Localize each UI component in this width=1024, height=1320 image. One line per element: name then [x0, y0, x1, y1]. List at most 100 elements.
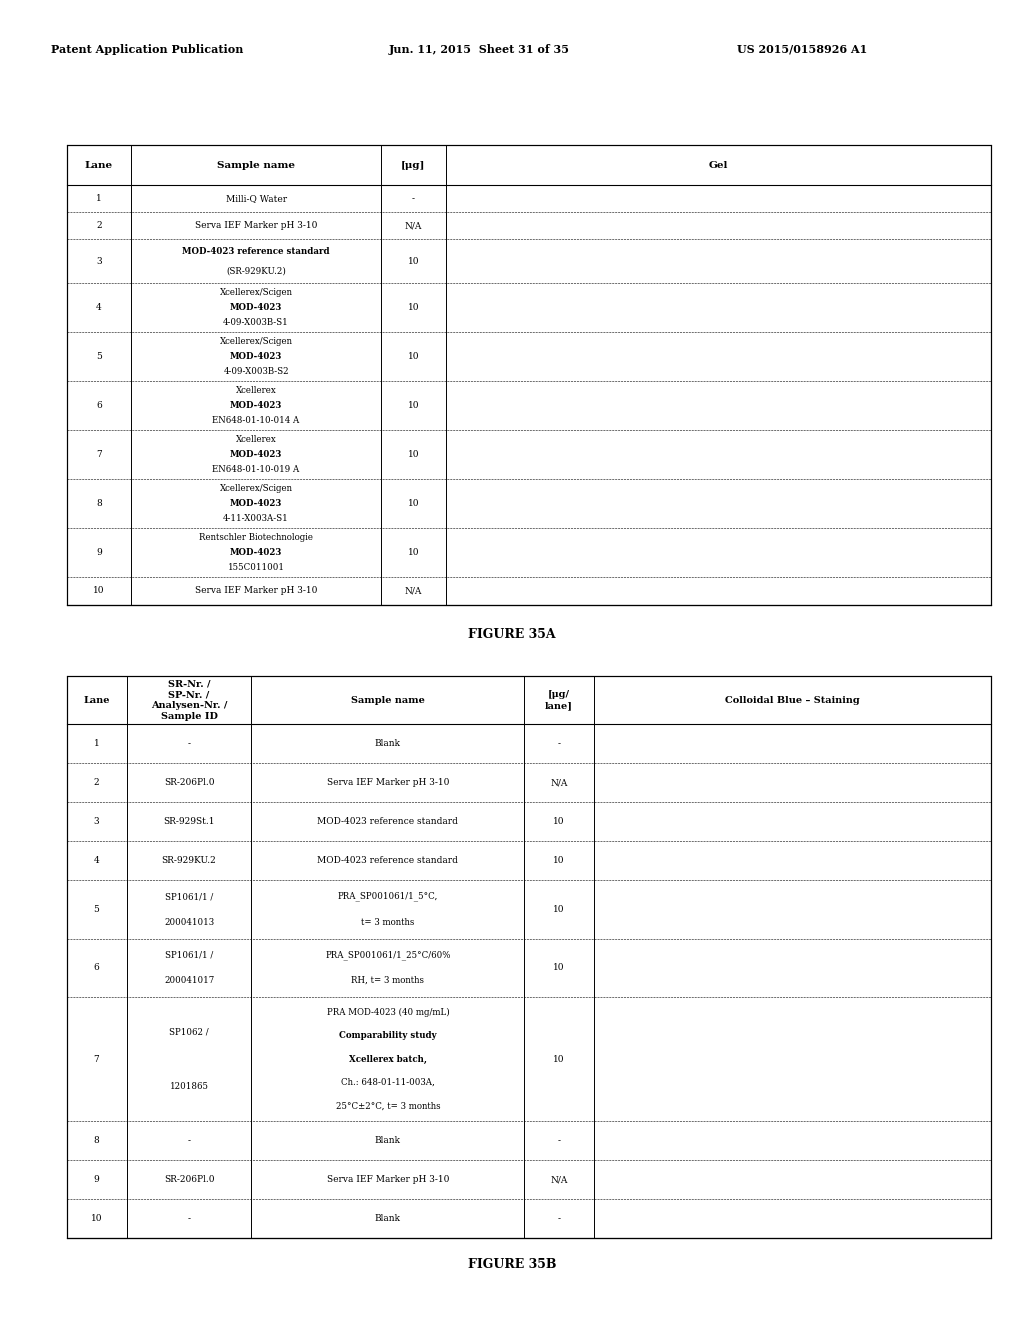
- Text: Lane: Lane: [83, 696, 110, 705]
- Text: MOD-4023: MOD-4023: [230, 352, 283, 362]
- Text: MOD-4023: MOD-4023: [230, 401, 283, 411]
- Text: Comparability study: Comparability study: [339, 1031, 436, 1040]
- Text: Rentschler Biotechnologie: Rentschler Biotechnologie: [199, 533, 313, 543]
- Text: 10: 10: [93, 586, 104, 595]
- Text: PRA_SP001061/1_5°C,: PRA_SP001061/1_5°C,: [338, 892, 438, 902]
- Text: Blank: Blank: [375, 739, 400, 748]
- Text: Xcellerex: Xcellerex: [236, 436, 276, 445]
- Text: MOD-4023: MOD-4023: [230, 450, 283, 459]
- Text: 10: 10: [553, 817, 564, 826]
- Text: 4-09-X003B-S2: 4-09-X003B-S2: [223, 367, 289, 376]
- Text: Sample name: Sample name: [217, 161, 295, 169]
- Text: (SR-929KU.2): (SR-929KU.2): [226, 267, 286, 275]
- Text: t= 3 months: t= 3 months: [361, 917, 415, 927]
- Text: 10: 10: [553, 904, 564, 913]
- Text: Sample name: Sample name: [351, 696, 425, 705]
- Text: 10: 10: [91, 1214, 102, 1224]
- Text: US 2015/0158926 A1: US 2015/0158926 A1: [737, 44, 867, 54]
- Text: N/A: N/A: [404, 586, 422, 595]
- Text: SP1062 /: SP1062 /: [169, 1027, 209, 1036]
- Text: N/A: N/A: [404, 222, 422, 230]
- Text: 4: 4: [94, 857, 99, 865]
- Text: N/A: N/A: [550, 779, 567, 787]
- Text: Ch.: 648-01-11-003A,: Ch.: 648-01-11-003A,: [341, 1078, 435, 1088]
- Text: 1201865: 1201865: [170, 1081, 209, 1090]
- Text: 3: 3: [94, 817, 99, 826]
- Text: 6: 6: [94, 964, 99, 973]
- Text: SR-929St.1: SR-929St.1: [164, 817, 215, 826]
- Text: 10: 10: [408, 499, 419, 508]
- Text: -: -: [187, 739, 190, 748]
- Text: Xcellerex/Scigen: Xcellerex/Scigen: [219, 337, 293, 346]
- Text: -: -: [557, 1137, 560, 1146]
- Text: MOD-4023: MOD-4023: [230, 499, 283, 508]
- Text: 9: 9: [96, 548, 101, 557]
- Text: SP1061/1 /: SP1061/1 /: [165, 892, 213, 902]
- Text: Patent Application Publication: Patent Application Publication: [51, 44, 244, 54]
- Text: 2: 2: [96, 222, 101, 230]
- Text: Xcellerex: Xcellerex: [236, 387, 276, 395]
- Text: MOD-4023 reference standard: MOD-4023 reference standard: [182, 247, 330, 256]
- Text: Colloidal Blue – Staining: Colloidal Blue – Staining: [725, 696, 860, 705]
- Text: 10: 10: [408, 304, 419, 312]
- Text: Serva IEF Marker pH 3-10: Serva IEF Marker pH 3-10: [327, 1175, 450, 1184]
- Text: 10: 10: [408, 450, 419, 459]
- Text: N/A: N/A: [550, 1175, 567, 1184]
- Text: Jun. 11, 2015  Sheet 31 of 35: Jun. 11, 2015 Sheet 31 of 35: [389, 44, 570, 54]
- Text: SR-Nr. /
SP-Nr. /
Analysen-Nr. /
Sample ID: SR-Nr. / SP-Nr. / Analysen-Nr. / Sample …: [151, 678, 227, 721]
- Text: -: -: [557, 739, 560, 748]
- Text: EN648-01-10-014 A: EN648-01-10-014 A: [213, 416, 300, 425]
- Text: Blank: Blank: [375, 1137, 400, 1146]
- Text: Milli-Q Water: Milli-Q Water: [225, 194, 287, 203]
- Text: 10: 10: [408, 401, 419, 411]
- Text: SR-929KU.2: SR-929KU.2: [162, 857, 216, 865]
- Text: 120605_mi_II_PRA-QC-016: 120605_mi_II_PRA-QC-016: [898, 780, 980, 785]
- Text: Xcellerex batch,: Xcellerex batch,: [349, 1055, 427, 1064]
- Text: 155C011001: 155C011001: [227, 564, 285, 572]
- Text: 10: 10: [408, 256, 419, 265]
- Text: 4: 4: [96, 304, 101, 312]
- Text: 120514_mi_I_PRA-CC-016: 120514_mi_I_PRA-CC-016: [898, 227, 977, 232]
- Text: 1: 1: [94, 739, 99, 748]
- Text: SR-206Pl.0: SR-206Pl.0: [164, 779, 214, 787]
- Text: SR-206Pl.0: SR-206Pl.0: [164, 1175, 214, 1184]
- Text: 5: 5: [96, 352, 101, 362]
- Text: MOD-4023 reference standard: MOD-4023 reference standard: [317, 857, 459, 865]
- Text: -: -: [412, 194, 415, 203]
- Text: EN648-01-10-019 A: EN648-01-10-019 A: [213, 465, 300, 474]
- Text: SP1061/1 /: SP1061/1 /: [165, 950, 213, 960]
- Text: [μg]: [μg]: [401, 161, 426, 169]
- Text: Serva IEF Marker pH 3-10: Serva IEF Marker pH 3-10: [327, 779, 450, 787]
- Text: Blank: Blank: [375, 1214, 400, 1224]
- Text: Xcellerex/Scigen: Xcellerex/Scigen: [219, 288, 293, 297]
- Text: 10: 10: [553, 857, 564, 865]
- Text: 6: 6: [96, 401, 101, 411]
- Text: FIGURE 35A: FIGURE 35A: [468, 628, 556, 642]
- Text: 4-11-X003A-S1: 4-11-X003A-S1: [223, 513, 289, 523]
- Text: -: -: [557, 1214, 560, 1224]
- Text: PRA MOD-4023 (40 mg/mL): PRA MOD-4023 (40 mg/mL): [327, 1007, 450, 1016]
- Text: 7: 7: [94, 1055, 99, 1064]
- Text: [μg/
lane]: [μg/ lane]: [545, 690, 573, 710]
- Text: 10: 10: [553, 964, 564, 973]
- Text: MOD-4023: MOD-4023: [230, 304, 283, 312]
- Text: MOD-4023 reference standard: MOD-4023 reference standard: [317, 817, 459, 826]
- Text: Lane: Lane: [85, 161, 113, 169]
- Text: 10: 10: [553, 1055, 564, 1064]
- Text: 25°C±2°C, t= 3 months: 25°C±2°C, t= 3 months: [336, 1102, 440, 1110]
- Text: Xcellerex/Scigen: Xcellerex/Scigen: [219, 484, 293, 494]
- Text: Serva IEF Marker pH 3-10: Serva IEF Marker pH 3-10: [195, 222, 317, 230]
- Text: -: -: [187, 1137, 190, 1146]
- Text: 2: 2: [94, 779, 99, 787]
- Text: 8: 8: [96, 499, 101, 508]
- Text: Gel: Gel: [709, 161, 728, 169]
- Text: 200041013: 200041013: [164, 917, 214, 927]
- Text: RH, t= 3 months: RH, t= 3 months: [351, 975, 424, 985]
- Text: 10: 10: [408, 548, 419, 557]
- Text: 8: 8: [94, 1137, 99, 1146]
- Text: 5: 5: [93, 904, 99, 913]
- Text: 200041017: 200041017: [164, 975, 214, 985]
- Text: PRA_SP001061/1_25°C/60%: PRA_SP001061/1_25°C/60%: [326, 950, 451, 960]
- Text: 7: 7: [96, 450, 101, 459]
- Text: -: -: [187, 1214, 190, 1224]
